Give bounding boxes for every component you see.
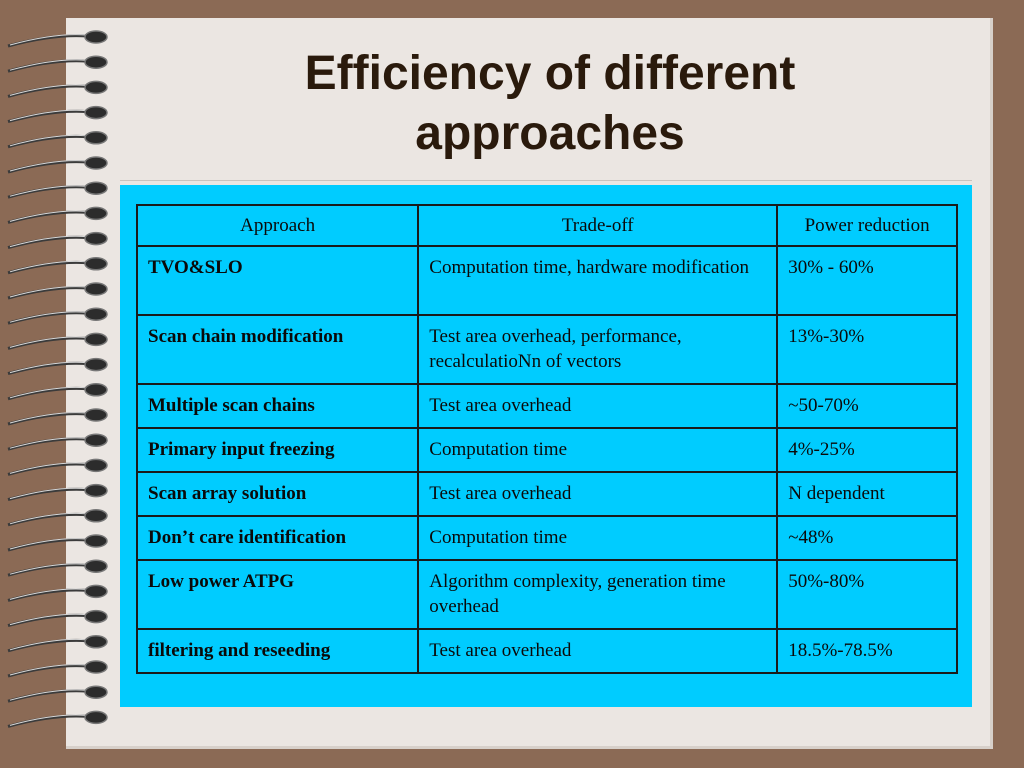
cell-power-reduction: 30% - 60% xyxy=(776,245,958,316)
table-header-row: Approach Trade-off Power reduction xyxy=(135,204,958,247)
spiral-wire-highlight xyxy=(9,714,87,726)
cell-approach: Multiple scan chains xyxy=(135,383,420,429)
spiral-hole xyxy=(84,685,108,699)
spiral-wire-highlight xyxy=(9,563,87,575)
slide-title-line-1: Efficiency of different xyxy=(304,47,796,100)
spiral-wire-highlight xyxy=(9,538,87,550)
spiral-wire-highlight xyxy=(9,134,87,147)
spiral-hole xyxy=(84,231,108,246)
table-row: Multiple scan chains Test area overhead … xyxy=(135,383,958,429)
spiral-wire-highlight xyxy=(9,84,87,96)
cell-tradeoff: Test area overhead xyxy=(417,383,779,429)
spiral-wire-highlight xyxy=(9,235,87,248)
spiral-hole xyxy=(84,534,108,548)
spiral-wire-highlight xyxy=(9,462,87,474)
spiral-wire-highlight xyxy=(9,34,87,46)
spiral-hole xyxy=(84,105,108,120)
spiral-hole xyxy=(84,55,108,69)
cell-approach: TVO&SLO xyxy=(135,245,420,316)
cell-approach: Scan chain modification xyxy=(135,314,420,385)
spiral-wire-highlight xyxy=(9,638,87,651)
header-tradeoff: Trade-off xyxy=(417,204,779,247)
spiral-hole xyxy=(84,383,108,397)
table-row: TVO&SLO Computation time, hardware modif… xyxy=(135,245,958,316)
cell-tradeoff: Test area overhead xyxy=(417,471,779,517)
cell-tradeoff: Test area overhead xyxy=(417,628,779,674)
spiral-hole xyxy=(84,30,108,44)
spiral-wire-highlight xyxy=(9,512,87,525)
spiral-hole xyxy=(84,609,108,624)
spiral-hole xyxy=(84,458,108,473)
cell-power-reduction: ~48% xyxy=(776,515,958,561)
cell-power-reduction: ~50-70% xyxy=(776,383,958,429)
cell-power-reduction: 13%-30% xyxy=(776,314,958,385)
spiral-wire-highlight xyxy=(9,412,87,424)
cell-tradeoff: Computation time, hardware modification xyxy=(417,245,779,316)
slide-title-line-2: approaches xyxy=(415,107,685,160)
spiral-hole xyxy=(84,635,108,649)
spiral-wire-highlight xyxy=(9,588,87,600)
table-row: Low power ATPG Algorithm complexity, gen… xyxy=(135,559,958,630)
spiral-hole xyxy=(84,181,108,195)
spiral-wire-highlight xyxy=(9,311,87,323)
spiral-hole xyxy=(84,156,108,170)
spiral-wire-highlight xyxy=(9,487,87,500)
spiral-wire-highlight xyxy=(9,210,87,222)
spiral-wire-highlight xyxy=(9,59,87,71)
spiral-hole xyxy=(84,282,108,296)
spiral-hole xyxy=(84,257,108,271)
title-divider xyxy=(120,180,972,181)
spiral-binding-icon xyxy=(7,30,108,728)
spiral-hole xyxy=(84,584,108,599)
spiral-hole xyxy=(84,131,108,145)
spiral-wire-highlight xyxy=(9,185,87,197)
spiral-hole xyxy=(84,206,108,221)
table-panel: Approach Trade-off Power reduction TVO&S… xyxy=(120,185,972,707)
efficiency-table: Approach Trade-off Power reduction TVO&S… xyxy=(135,204,958,674)
spiral-wire-highlight xyxy=(9,664,87,676)
cell-approach: Primary input freezing xyxy=(135,427,420,473)
header-power-reduction: Power reduction xyxy=(776,204,958,247)
cell-power-reduction: 18.5%-78.5% xyxy=(776,628,958,674)
cell-tradeoff: Computation time xyxy=(417,515,779,561)
cell-approach: Low power ATPG xyxy=(135,559,420,630)
spiral-wire-highlight xyxy=(9,437,87,449)
spiral-wire-highlight xyxy=(9,689,87,701)
table-row: Primary input freezing Computation time … xyxy=(135,427,958,473)
cell-power-reduction: 50%-80% xyxy=(776,559,958,630)
spiral-hole xyxy=(84,710,108,725)
header-approach: Approach xyxy=(135,204,420,247)
spiral-hole xyxy=(84,483,108,498)
spiral-hole xyxy=(84,408,108,422)
spiral-hole xyxy=(84,559,108,573)
table-row: filtering and reseeding Test area overhe… xyxy=(135,628,958,674)
spiral-hole xyxy=(84,332,108,347)
cell-power-reduction: 4%-25% xyxy=(776,427,958,473)
cell-approach: Scan array solution xyxy=(135,471,420,517)
spiral-wire-highlight xyxy=(9,286,87,298)
spiral-hole xyxy=(84,307,108,321)
cell-approach: Don’t care identification xyxy=(135,515,420,561)
table-row: Don’t care identification Computation ti… xyxy=(135,515,958,561)
spiral-wire-highlight xyxy=(9,613,87,626)
spiral-hole xyxy=(84,433,108,447)
spiral-wire-highlight xyxy=(9,160,87,172)
cell-tradeoff: Test area overhead, performance, recalcu… xyxy=(417,314,779,385)
cell-power-reduction: N dependent xyxy=(776,471,958,517)
cell-tradeoff: Computation time xyxy=(417,427,779,473)
spiral-wire-highlight xyxy=(9,361,87,374)
spiral-wire-highlight xyxy=(9,260,87,273)
spiral-hole xyxy=(84,357,108,372)
cell-tradeoff: Algorithm complexity, generation time ov… xyxy=(417,559,779,630)
slide-title: Efficiency of different approaches xyxy=(120,44,980,164)
spiral-hole xyxy=(84,660,108,674)
spiral-hole xyxy=(84,509,108,523)
spiral-wire-highlight xyxy=(9,386,87,399)
spiral-hole xyxy=(84,80,108,95)
spiral-wire-highlight xyxy=(9,109,87,122)
table-row: Scan chain modification Test area overhe… xyxy=(135,314,958,385)
cell-approach: filtering and reseeding xyxy=(135,628,420,674)
table-row: Scan array solution Test area overhead N… xyxy=(135,471,958,517)
spiral-wire-highlight xyxy=(9,336,87,348)
